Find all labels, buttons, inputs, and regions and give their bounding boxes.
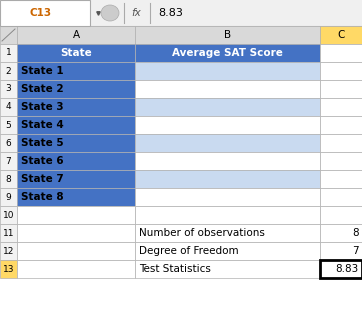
Text: 7: 7 [352,246,359,256]
Bar [320,80,362,98]
Bar [0,152,17,170]
Bar [320,206,362,224]
Bar [0,206,17,224]
Bar [320,98,362,116]
Text: fx: fx [131,8,141,18]
Text: C13: C13 [29,8,51,18]
Bar [320,224,362,242]
Text: 9: 9 [6,192,11,202]
Bar [0,26,17,44]
Text: State 1: State 1 [21,66,64,76]
Text: 10: 10 [3,210,14,220]
Text: 7: 7 [6,156,11,166]
Bar [17,44,135,62]
Text: 6: 6 [6,138,11,148]
Text: State 3: State 3 [21,102,64,112]
Bar [17,152,135,170]
Bar [135,260,320,278]
Bar [320,170,362,188]
Text: 8.83: 8.83 [336,264,359,274]
Bar [0,116,17,134]
Bar [0,0,362,26]
Bar [17,170,135,188]
Bar [135,242,320,260]
Bar [17,116,135,134]
Text: B: B [224,30,231,40]
Bar [0,44,17,62]
Bar [135,44,320,62]
Text: C: C [337,30,345,40]
Text: Test Statistics: Test Statistics [139,264,211,274]
Text: State 6: State 6 [21,156,64,166]
Text: Number of observations: Number of observations [139,228,265,238]
Text: A: A [72,30,80,40]
Bar [320,188,362,206]
Text: State 5: State 5 [21,138,64,148]
Ellipse shape [101,5,119,21]
Bar [135,62,320,80]
Text: 3: 3 [6,84,11,94]
Text: State: State [60,48,92,58]
Bar [135,206,320,224]
Bar [320,242,362,260]
Bar [0,62,17,80]
Bar [17,80,135,98]
Bar [320,62,362,80]
Bar [320,26,362,44]
Text: State 4: State 4 [21,120,64,130]
Bar [135,224,320,242]
Bar [135,188,320,206]
Text: Degree of Freedom: Degree of Freedom [139,246,239,256]
Bar [320,44,362,62]
Bar [0,170,17,188]
Text: State 7: State 7 [21,174,64,184]
Text: 5: 5 [6,120,11,130]
Text: 8.83: 8.83 [158,8,183,18]
Text: 8: 8 [352,228,359,238]
Bar [17,260,135,278]
Bar [0,98,17,116]
Text: 1: 1 [6,48,11,58]
Text: State 2: State 2 [21,84,64,94]
Bar [0,224,17,242]
Bar [0,260,17,278]
Bar [135,170,320,188]
Bar [135,26,320,44]
Bar [320,260,362,278]
Bar [320,152,362,170]
Bar [0,0,90,26]
Bar [0,242,17,260]
Bar [135,80,320,98]
Bar [17,188,135,206]
Bar [135,134,320,152]
Bar [17,206,135,224]
Text: State 8: State 8 [21,192,64,202]
Text: 2: 2 [6,66,11,76]
Bar [17,242,135,260]
Text: 13: 13 [3,264,14,274]
Bar [17,134,135,152]
Bar [17,62,135,80]
Text: 8: 8 [6,174,11,184]
Bar [320,116,362,134]
Bar [0,188,17,206]
Bar [135,98,320,116]
Bar [17,26,135,44]
Text: 4: 4 [6,102,11,112]
Text: Average SAT Score: Average SAT Score [172,48,283,58]
Bar [17,98,135,116]
Text: 12: 12 [3,246,14,256]
Bar [135,152,320,170]
Bar [0,80,17,98]
Bar [0,134,17,152]
Bar [320,134,362,152]
Bar [17,224,135,242]
Bar [135,116,320,134]
Text: 11: 11 [3,228,14,238]
